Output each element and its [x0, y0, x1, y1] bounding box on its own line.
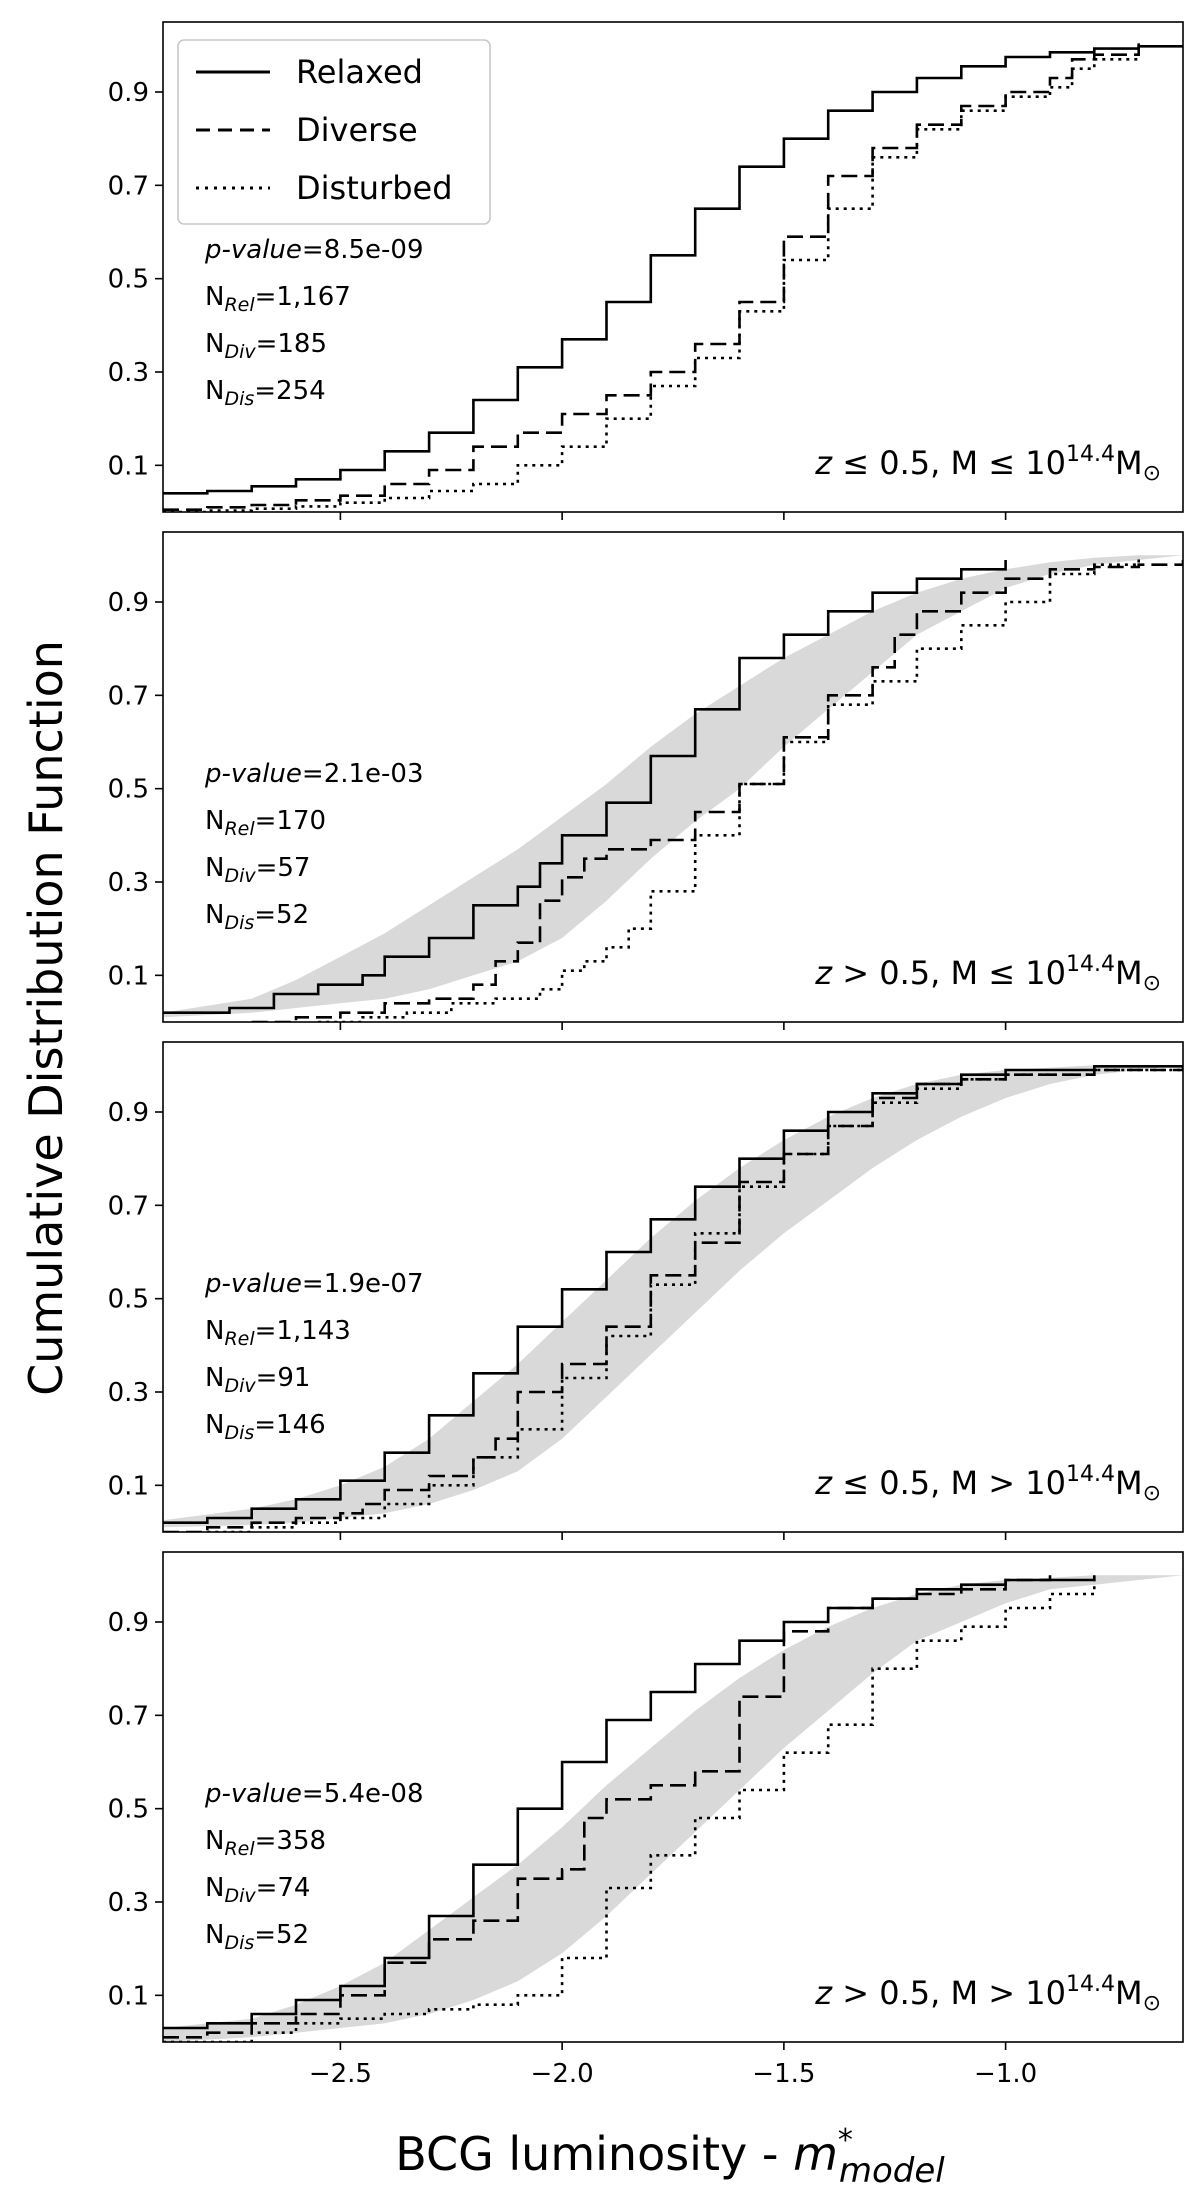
p-value-label: p-value=1.9e-07 — [204, 1269, 424, 1299]
y-tick-label: 0.1 — [108, 1981, 149, 2011]
condition-label: z > 0.5, M ≤ 1014.4M⊙ — [814, 952, 1161, 996]
panel-frame — [162, 1551, 1184, 2043]
condition-label: z > 0.5, M > 1014.4M⊙ — [814, 1972, 1161, 2016]
n-rel-label: NRel=1,167 — [205, 282, 351, 316]
y-tick-label: 0.7 — [108, 1191, 149, 1221]
n-dis-label: NDis=52 — [205, 1920, 309, 1954]
series-disturbed-line — [163, 45, 1140, 512]
y-tick-label: 0.9 — [108, 1608, 149, 1638]
n-div-label: NDiv=91 — [205, 1363, 310, 1397]
series-diverse-line — [251, 560, 1183, 1022]
y-tick-label: 0.7 — [108, 681, 149, 711]
n-dis-label: NDis=146 — [205, 1410, 326, 1444]
x-tick-label: −2.0 — [531, 2059, 594, 2089]
p-value-label: p-value=5.4e-08 — [204, 1779, 424, 1809]
legend-diverse-label: Diverse — [296, 111, 418, 149]
condition-label: z ≤ 0.5, M > 1014.4M⊙ — [814, 1462, 1161, 1506]
series-disturbed-line — [207, 1065, 1183, 1532]
x-tick-label: −2.5 — [309, 2059, 372, 2089]
series-diverse-line — [163, 1065, 1183, 1532]
shaded-band — [163, 555, 1183, 1018]
legend-relaxed-label: Relaxed — [296, 53, 423, 91]
panel-4: 0.1 0.3 0.5 0.7 0.9 −2.5 −2.0 −1.5 −1.0 p-value=5… — [108, 1551, 1184, 2089]
panel-frame — [162, 531, 1184, 1023]
condition-label: z ≤ 0.5, M ≤ 1014.4M⊙ — [814, 442, 1161, 486]
y-tick-label: 0.3 — [108, 358, 149, 388]
panel-3: 0.1 0.3 0.5 0.7 0.9 p-value=1.9e-07 NRel=1,143… — [108, 1041, 1184, 1540]
x-tick-label: −1.0 — [974, 2059, 1037, 2089]
y-tick-label: 0.9 — [108, 78, 149, 108]
n-div-label: NDiv=74 — [205, 1873, 310, 1907]
series-disturbed-line — [163, 1575, 1096, 2042]
legend-disturbed-label: Disturbed — [296, 169, 453, 207]
n-div-label: NDiv=185 — [205, 329, 327, 363]
y-tick-label: 0.5 — [108, 265, 149, 295]
series-relaxed-line — [163, 560, 1007, 1014]
chart-panels: 0.1 0.3 0.5 0.7 0.9 p-value=8.5e-09 NRel=1,167… — [108, 21, 1184, 2089]
panel-frame — [162, 1041, 1184, 1533]
panel-frame — [162, 21, 1184, 513]
y-tick-label: 0.1 — [108, 451, 149, 481]
legend-box — [177, 39, 491, 225]
panel-1: 0.1 0.3 0.5 0.7 0.9 p-value=8.5e-09 NRel=1,167… — [108, 21, 1184, 520]
n-dis-label: NDis=52 — [205, 900, 309, 934]
series-relaxed-line — [163, 45, 1183, 495]
y-axis-title: Cumulative Distribution Function — [19, 640, 73, 1396]
y-tick-label: 0.1 — [108, 961, 149, 991]
n-rel-label: NRel=170 — [205, 806, 326, 840]
y-tick-label: 0.7 — [108, 1701, 149, 1731]
y-tick-label: 0.3 — [108, 1378, 149, 1408]
y-tick-label: 0.9 — [108, 588, 149, 618]
n-rel-label: NRel=1,143 — [205, 1316, 351, 1350]
shaded-band — [163, 1065, 1183, 1528]
legend: Relaxed Diverse Disturbed — [177, 39, 491, 225]
panel-2: 0.1 0.3 0.5 0.7 0.9 p-value=2.1e-03 NRel=170 ND… — [108, 531, 1184, 1030]
y-tick-label: 0.3 — [108, 1888, 149, 1918]
n-dis-label: NDis=254 — [205, 376, 326, 410]
n-rel-label: NRel=358 — [205, 1826, 326, 1860]
p-value-label: p-value=2.1e-03 — [204, 759, 424, 789]
y-tick-label: 0.1 — [108, 1471, 149, 1501]
x-axis-title: BCG luminosity - m* model — [395, 2123, 945, 2191]
x-tick-label: −1.5 — [752, 2059, 815, 2089]
y-tick-label: 0.7 — [108, 171, 149, 201]
y-tick-label: 0.3 — [108, 868, 149, 898]
y-tick-label: 0.5 — [108, 775, 149, 805]
p-value-label: p-value=8.5e-09 — [204, 235, 424, 265]
y-tick-label: 0.9 — [108, 1098, 149, 1128]
y-tick-label: 0.5 — [108, 1285, 149, 1315]
y-tick-label: 0.5 — [108, 1795, 149, 1825]
shaded-band — [163, 1575, 1183, 2042]
series-relaxed-line — [163, 1575, 1096, 2030]
n-div-label: NDiv=57 — [205, 853, 310, 887]
